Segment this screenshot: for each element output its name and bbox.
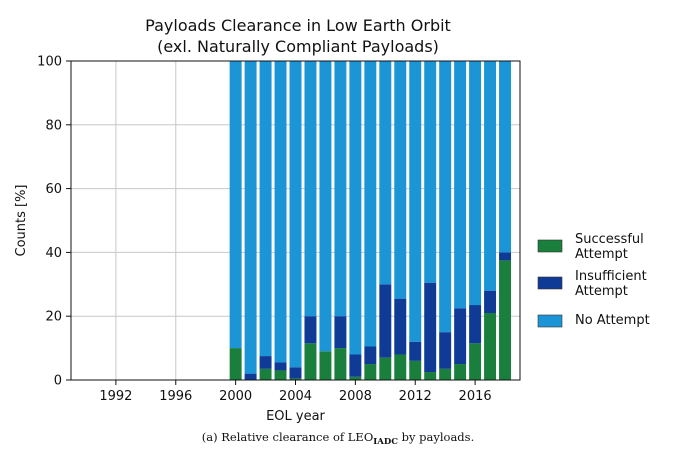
y-tick-label: 40 — [45, 246, 62, 261]
bar-no-attempt-2003 — [274, 61, 287, 363]
bar-insufficient-attempt-2002 — [259, 356, 272, 369]
x-tick-label: 2012 — [399, 389, 432, 404]
legend-swatch-insufficient-attempt — [537, 276, 563, 290]
bar-no-attempt-2016 — [469, 61, 482, 306]
y-ticks: 0 20 40 60 80 100 — [37, 55, 71, 389]
caption-suffix: by payloads. — [398, 430, 474, 444]
bar-successful-attempt-2014 — [439, 368, 452, 380]
bar-no-attempt-2014 — [439, 61, 452, 333]
figure-caption: (a) Relative clearance of LEOIADC by pay… — [202, 430, 474, 447]
bar-successful-attempt-2009 — [364, 364, 377, 380]
bar-successful-attempt-2005 — [304, 343, 317, 380]
y-axis-label: Counts [%] — [14, 184, 29, 256]
bar-insufficient-attempt-2014 — [439, 332, 452, 369]
bar-successful-attempt-2004 — [289, 378, 302, 380]
bars-layer — [229, 61, 512, 380]
bar-insufficient-attempt-2011 — [394, 298, 407, 355]
x-tick-label: 2000 — [219, 389, 252, 404]
bar-insufficient-attempt-2008 — [349, 354, 362, 377]
bar-successful-attempt-2017 — [484, 313, 497, 380]
bar-insufficient-attempt-2010 — [379, 284, 392, 358]
bar-no-attempt-2015 — [454, 61, 467, 309]
bar-successful-attempt-2018 — [499, 260, 512, 380]
bar-insufficient-attempt-2018 — [499, 252, 512, 261]
bar-insufficient-attempt-2007 — [334, 316, 347, 349]
bar-successful-attempt-2008 — [349, 376, 362, 380]
bar-successful-attempt-2013 — [424, 372, 437, 380]
caption-prefix: (a) Relative clearance of LEO — [202, 430, 373, 444]
bar-no-attempt-2006 — [319, 61, 332, 352]
legend-label-no-attempt: No Attempt — [575, 313, 650, 328]
legend-label-line: No Attempt — [575, 313, 650, 328]
y-tick-label: 100 — [37, 55, 62, 70]
legend-label-line: Attempt — [575, 247, 628, 262]
bar-no-attempt-2000 — [229, 61, 242, 349]
y-tick-label: 0 — [54, 374, 62, 389]
y-tick-label: 60 — [45, 182, 62, 197]
bar-insufficient-attempt-2004 — [289, 367, 302, 379]
chart-subtitle: (exl. Naturally Compliant Payloads) — [157, 37, 439, 56]
bar-insufficient-attempt-2009 — [364, 346, 377, 365]
bar-successful-attempt-2016 — [469, 343, 482, 380]
bar-no-attempt-2002 — [259, 61, 272, 357]
y-tick-label: 80 — [45, 118, 62, 133]
bar-successful-attempt-2006 — [319, 351, 332, 380]
legend-swatch-no-attempt — [537, 314, 563, 328]
bar-no-attempt-2013 — [424, 61, 437, 283]
bar-no-attempt-2007 — [334, 61, 347, 317]
bar-successful-attempt-2000 — [229, 348, 242, 380]
x-tick-label: 2008 — [339, 389, 372, 404]
bar-successful-attempt-2003 — [274, 370, 287, 380]
bar-insufficient-attempt-2017 — [484, 290, 497, 314]
bar-no-attempt-2005 — [304, 61, 317, 317]
bar-no-attempt-2001 — [244, 61, 257, 374]
bar-successful-attempt-2011 — [394, 354, 407, 380]
bar-successful-attempt-2012 — [409, 360, 422, 380]
bar-insufficient-attempt-2012 — [409, 341, 422, 361]
chart-title: Payloads Clearance in Low Earth Orbit — [145, 16, 451, 35]
bar-insufficient-attempt-2013 — [424, 282, 437, 373]
bar-insufficient-attempt-2005 — [304, 316, 317, 344]
bar-no-attempt-2017 — [484, 61, 497, 291]
bar-no-attempt-2004 — [289, 61, 302, 368]
bar-no-attempt-2010 — [379, 61, 392, 285]
x-tick-label: 1992 — [99, 389, 132, 404]
legend-label-insufficient-attempt: Insufficient Attempt — [575, 269, 647, 299]
bar-insufficient-attempt-2003 — [274, 362, 287, 371]
bar-successful-attempt-2002 — [259, 368, 272, 380]
bar-successful-attempt-2007 — [334, 348, 347, 380]
y-tick-label: 20 — [45, 310, 62, 325]
bar-no-attempt-2009 — [364, 61, 377, 347]
x-tick-label: 2004 — [279, 389, 312, 404]
bar-successful-attempt-2010 — [379, 357, 392, 380]
x-tick-label: 1996 — [159, 389, 192, 404]
bar-no-attempt-2008 — [349, 61, 362, 355]
x-axis-label: EOL year — [266, 409, 325, 424]
legend-label-line: Successful — [575, 232, 644, 247]
legend-label-successful-attempt: Successful Attempt — [575, 232, 644, 262]
legend-label-line: Insufficient — [575, 269, 647, 284]
bar-insufficient-attempt-2015 — [454, 308, 467, 365]
legend-swatch-successful-attempt — [537, 239, 563, 253]
x-ticks: 1992 1996 2000 2004 2008 2012 2016 — [99, 380, 492, 404]
caption-subscript: IADC — [373, 437, 398, 447]
bar-insufficient-attempt-2001 — [244, 373, 257, 380]
x-tick-label: 2016 — [459, 389, 492, 404]
legend-label-line: Attempt — [575, 284, 628, 299]
bar-successful-attempt-2015 — [454, 364, 467, 380]
bar-no-attempt-2018 — [499, 61, 512, 253]
bar-no-attempt-2011 — [394, 61, 407, 299]
bar-no-attempt-2012 — [409, 61, 422, 342]
bar-insufficient-attempt-2016 — [469, 305, 482, 344]
